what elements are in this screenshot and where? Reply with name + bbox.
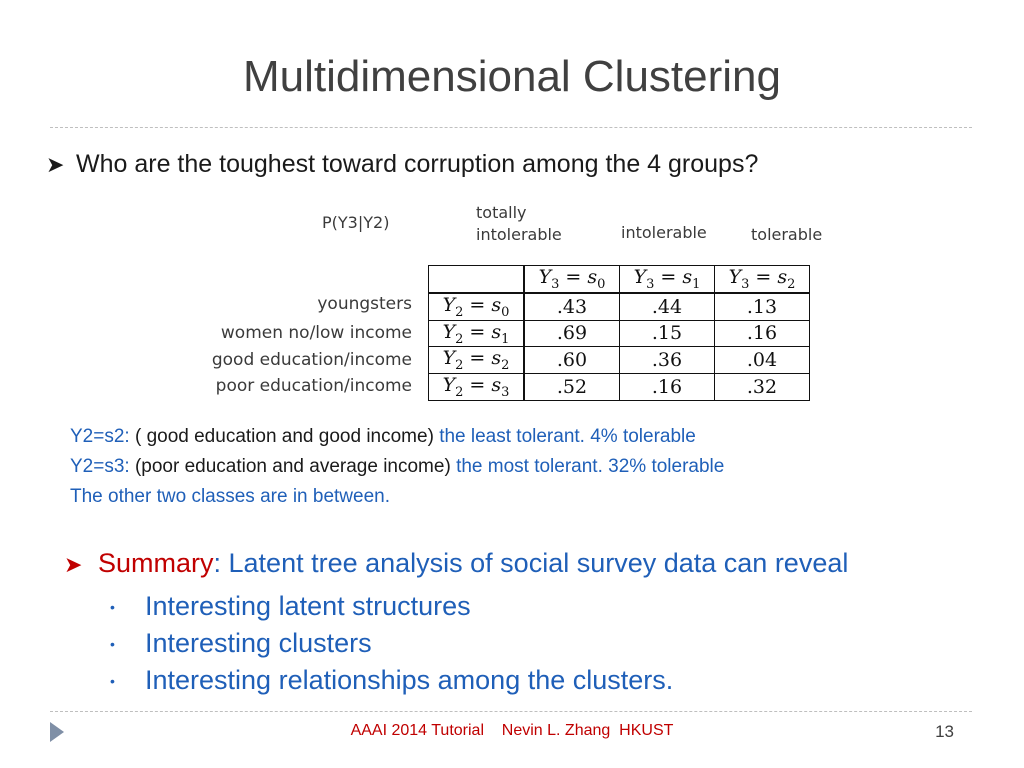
col-label-intolerable: intolerable (621, 223, 707, 242)
table-cell: .04 (714, 346, 810, 375)
note-desc: (poor education and average income) (129, 456, 457, 477)
table-cell: .43 (523, 292, 620, 321)
arrow-bullet-icon: ➤ (46, 152, 65, 177)
arrow-bullet-icon: ➤ (64, 552, 83, 577)
table-cell: .36 (619, 346, 715, 375)
table-corner-cell (428, 264, 525, 294)
note-line-s3: Y2=s3: (poor education and average incom… (70, 456, 724, 478)
note-line-s2: Y2=s2: ( good education and good income)… (70, 426, 696, 448)
note-desc: ( good education and good income) (129, 426, 440, 447)
table-row: Y2 = s2 .60 .36 .04 (428, 346, 810, 375)
probability-table: Y3 = s0 Y3 = s1 Y3 = s2 Y2 = s0 .43 .44 … (428, 264, 810, 401)
row-header-cell: Y2 = s3 (428, 373, 525, 401)
table-row: Y2 = s3 .52 .16 .32 (428, 373, 810, 401)
figure-caption: P(Y3|Y2) (322, 213, 390, 232)
table-cell: .52 (523, 373, 620, 401)
note-key: The other two classes are in between. (70, 486, 391, 507)
table-header-row: Y3 = s0 Y3 = s1 Y3 = s2 (428, 264, 810, 294)
row-header-cell: Y2 = s0 (428, 292, 525, 321)
list-item: • Interesting latent structures (110, 588, 673, 625)
row-header-cell: Y2 = s2 (428, 346, 525, 375)
title-divider (50, 127, 972, 128)
list-item: • Interesting clusters (110, 625, 673, 662)
table-header-cell: Y3 = s1 (619, 264, 715, 294)
summary-label: Summary (98, 548, 214, 578)
note-key: Y2=s3: (70, 456, 130, 477)
list-item-text: Interesting relationships among the clus… (145, 665, 674, 695)
bullet-dot-icon: • (110, 636, 115, 653)
table-header-cell: Y3 = s0 (523, 264, 620, 294)
table-cell: .32 (714, 373, 810, 401)
row-label-youngsters: youngsters (317, 294, 412, 314)
table-cell: .13 (714, 292, 810, 321)
table-row: Y2 = s1 .69 .15 .16 (428, 319, 810, 348)
footer-event: AAAI 2014 Tutorial (350, 722, 484, 739)
note-result: the most tolerant. 32% tolerable (456, 456, 725, 477)
bullet-dot-icon: • (110, 673, 115, 690)
col-label-tolerable: tolerable (751, 225, 823, 244)
footer-text: AAAI 2014 Tutorial Nevin L. Zhang HKUST (0, 722, 1024, 740)
table-cell: .69 (523, 319, 620, 348)
slide-title: Multidimensional Clustering (242, 52, 781, 101)
footer-author: Nevin L. Zhang HKUST (501, 722, 674, 739)
list-item-text: Interesting latent structures (145, 591, 471, 621)
main-bullet-text: Who are the toughest toward corruption a… (76, 150, 759, 178)
triangle-arrow-icon (50, 722, 64, 742)
summary-text: : Latent tree analysis of social survey … (213, 548, 849, 578)
summary-bullet: ➤ Summary: Latent tree analysis of social… (64, 548, 848, 579)
table-cell: .44 (619, 292, 715, 321)
main-bullet: ➤ Who are the toughest toward corruption … (46, 150, 758, 179)
summary-list: • Interesting latent structures • Interest… (110, 588, 673, 699)
table-row: Y2 = s0 .43 .44 .13 (428, 292, 810, 321)
page-number: 13 (935, 722, 954, 741)
col-label-totally-intolerable: totally intolerable (476, 203, 562, 244)
note-result: the least tolerant. 4% tolerable (439, 426, 696, 447)
bullet-dot-icon: • (110, 599, 115, 616)
note-key: Y2=s2: (70, 426, 130, 447)
table-cell: .60 (523, 346, 620, 375)
footer-divider (50, 711, 972, 712)
row-label-poor-education: poor education/income (215, 376, 412, 396)
row-label-good-education: good education/income (211, 350, 412, 370)
list-item-text: Interesting clusters (145, 628, 372, 658)
table-cell: .15 (619, 319, 715, 348)
table-header-cell: Y3 = s2 (714, 264, 810, 294)
table-cell: .16 (619, 373, 715, 401)
row-label-women-low-income: women no/low income (220, 323, 412, 343)
note-line-others: The other two classes are in between. (70, 486, 390, 508)
row-header-cell: Y2 = s1 (428, 319, 525, 348)
table-cell: .16 (714, 319, 810, 348)
list-item: • Interesting relationships among the clu… (110, 662, 673, 699)
